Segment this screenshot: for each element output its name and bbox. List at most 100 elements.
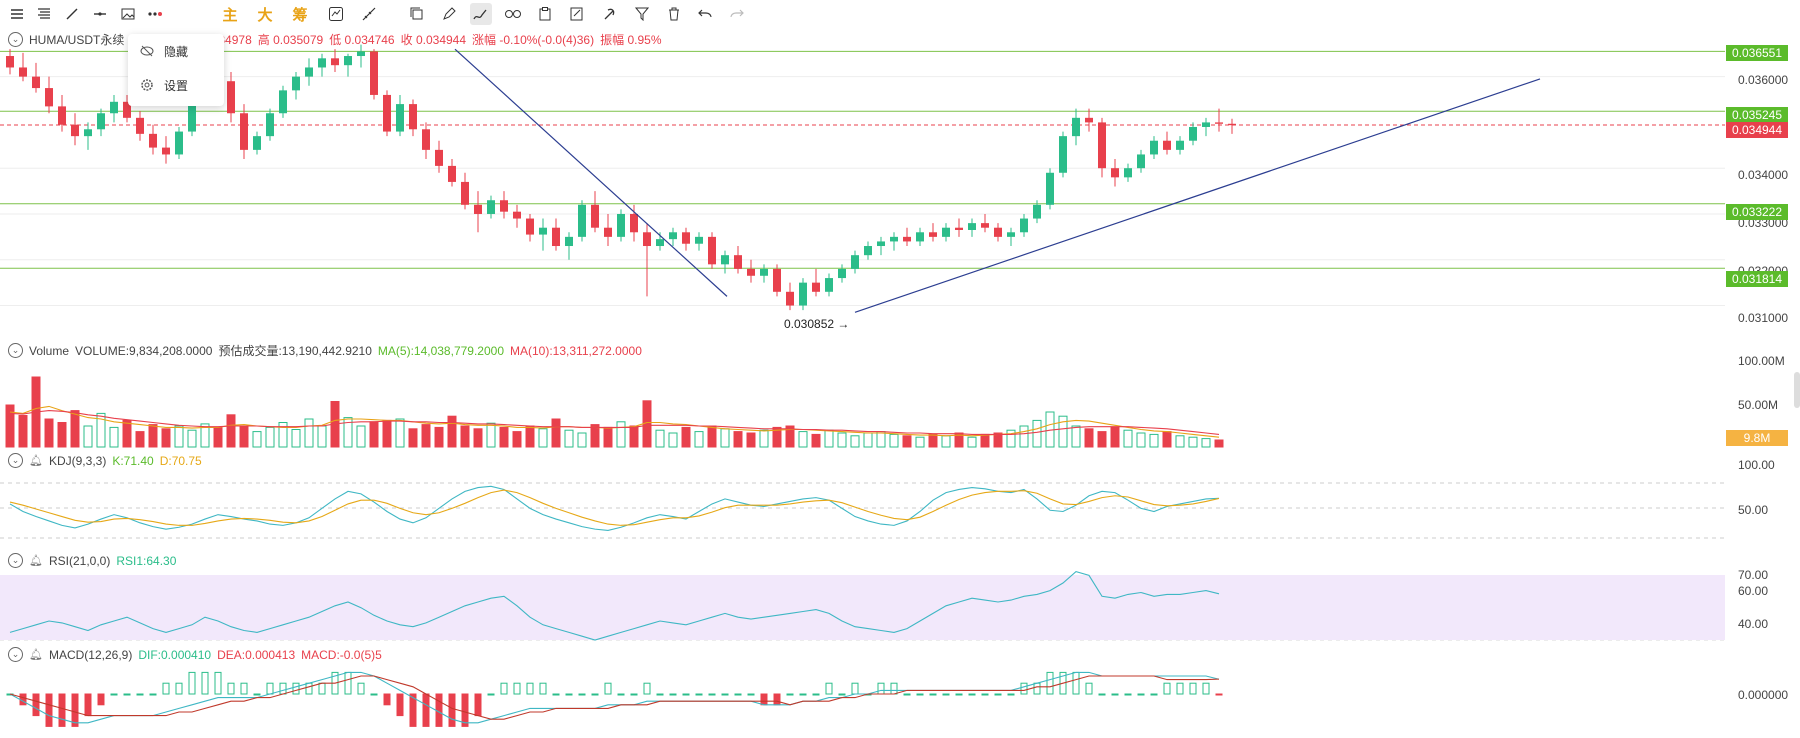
collapse-macd-icon[interactable]: ⌄ [8, 647, 23, 662]
volume-bar [720, 428, 730, 448]
macd-histogram-bar [942, 693, 950, 696]
main-toggle[interactable]: 主 [222, 6, 238, 24]
menu-icon[interactable] [6, 3, 28, 25]
macd-histogram-bar [1085, 682, 1093, 695]
candle-down [786, 291, 794, 306]
volume-bar [1214, 439, 1224, 448]
volume-bar [304, 418, 314, 448]
kdj-info-bar: ⌄ 🔔︎ KDJ(9,3,3) K:71.40 D:70.75 [8, 453, 202, 468]
candle-up [851, 255, 859, 269]
macd-histogram-bar [266, 682, 274, 695]
volume-bar [252, 431, 262, 448]
horizontal-line-icon[interactable] [89, 3, 111, 25]
collapse-rsi-icon[interactable]: ⌄ [8, 553, 23, 568]
candle-up [578, 204, 586, 237]
volume-bar [902, 435, 912, 448]
candle-up [565, 236, 573, 247]
macd-value: MACD:-0.0(5)5 [301, 647, 382, 662]
menu-item-settings[interactable]: 设置 [128, 68, 224, 102]
candle-up [1124, 168, 1132, 178]
volume-bar [369, 421, 379, 448]
candle-down [461, 181, 469, 205]
macd-histogram-bar [253, 693, 261, 696]
kdj-title: KDJ(9,3,3) [48, 453, 107, 468]
eye-off-icon [140, 45, 154, 57]
draw-icon[interactable] [470, 3, 492, 25]
volume-bar [239, 425, 249, 448]
current-price-tag: 0.034944 [1726, 122, 1788, 138]
bell-icon[interactable]: 🔔︎ [29, 649, 43, 661]
bell-icon[interactable]: 🔔︎ [29, 555, 43, 567]
chip-toggle[interactable]: 筹 [292, 6, 308, 24]
macd-histogram-bar [448, 693, 456, 727]
drawing-toolbar: 主 大 筹 [0, 0, 1800, 28]
sync-icon[interactable] [325, 3, 347, 25]
candle-down [58, 106, 66, 125]
trend-line-icon[interactable] [61, 3, 83, 25]
list-icon[interactable] [33, 3, 55, 25]
candle-down [123, 101, 131, 118]
macd-histogram-bar [1007, 693, 1015, 696]
macd-histogram-bar [422, 693, 430, 727]
macd-histogram-bar [1033, 682, 1041, 695]
amp-label: 振幅 [600, 33, 625, 47]
candle-up [864, 246, 872, 256]
volume-bar [577, 432, 587, 448]
pen-icon[interactable] [438, 3, 460, 25]
macd-histogram-bar [1150, 693, 1158, 696]
redo-icon[interactable] [726, 3, 748, 25]
macd-histogram-bar [565, 693, 573, 696]
menu-item-hide[interactable]: 隐藏 [128, 34, 224, 68]
clipboard-icon[interactable] [534, 3, 556, 25]
change-value: -0.10%(-0.0(4)36) [499, 33, 595, 47]
candle-down [994, 227, 1002, 237]
macd-histogram-bar [539, 682, 547, 695]
copy-icon[interactable] [406, 3, 428, 25]
chart-canvas[interactable] [0, 28, 1800, 738]
bell-icon[interactable]: 🔔︎ [29, 455, 43, 467]
candle-down [526, 218, 534, 235]
filter-icon[interactable] [631, 3, 653, 25]
candle-up [695, 236, 703, 244]
collapse-volume-icon[interactable]: ⌄ [8, 343, 23, 358]
volume-bar [1149, 433, 1159, 448]
candle-down [474, 204, 482, 214]
rsi-title: RSI(21,0,0) [48, 553, 111, 568]
volume-bar [668, 432, 678, 448]
macd-histogram-bar [435, 693, 443, 727]
macd-histogram-bar [747, 693, 755, 696]
volume-bar [525, 425, 535, 448]
macd-histogram-bar [305, 682, 313, 695]
high-value: 0.035079 [273, 33, 324, 47]
macd-histogram-bar [591, 693, 599, 696]
image-icon[interactable] [117, 3, 139, 25]
measure-icon[interactable] [358, 3, 380, 25]
candle-down [1111, 168, 1119, 178]
collapse-price-icon[interactable]: ⌄ [8, 32, 23, 47]
kdj-tick: 50.00 [1738, 503, 1769, 517]
delete-icon[interactable] [663, 3, 685, 25]
macd-histogram-bar [214, 671, 222, 695]
link-icon[interactable] [502, 3, 524, 25]
volume-bar [746, 432, 756, 448]
volume-bar [161, 428, 171, 448]
big-toggle[interactable]: 大 [257, 6, 273, 24]
volume-bar [5, 404, 15, 448]
menu-hide-label: 隐藏 [164, 44, 189, 59]
rsi-value: RSI1:64.30 [116, 553, 177, 568]
candle-up [838, 268, 846, 279]
macd-histogram-bar [97, 693, 105, 706]
macd-histogram-bar [916, 693, 924, 696]
macd-histogram-bar [929, 693, 937, 696]
undo-icon[interactable] [694, 3, 716, 25]
trend-line-down [454, 48, 728, 297]
edit-icon[interactable] [566, 3, 588, 25]
rsi-band [0, 575, 1725, 640]
macd-histogram-bar [175, 682, 183, 695]
macd-histogram-bar [1072, 671, 1080, 695]
magnet-icon[interactable] [598, 3, 620, 25]
collapse-kdj-icon[interactable]: ⌄ [8, 453, 23, 468]
pane-scroll-handle[interactable] [1794, 372, 1800, 408]
more-icon[interactable] [145, 3, 167, 25]
kdj-k: K:71.40 [112, 453, 154, 468]
